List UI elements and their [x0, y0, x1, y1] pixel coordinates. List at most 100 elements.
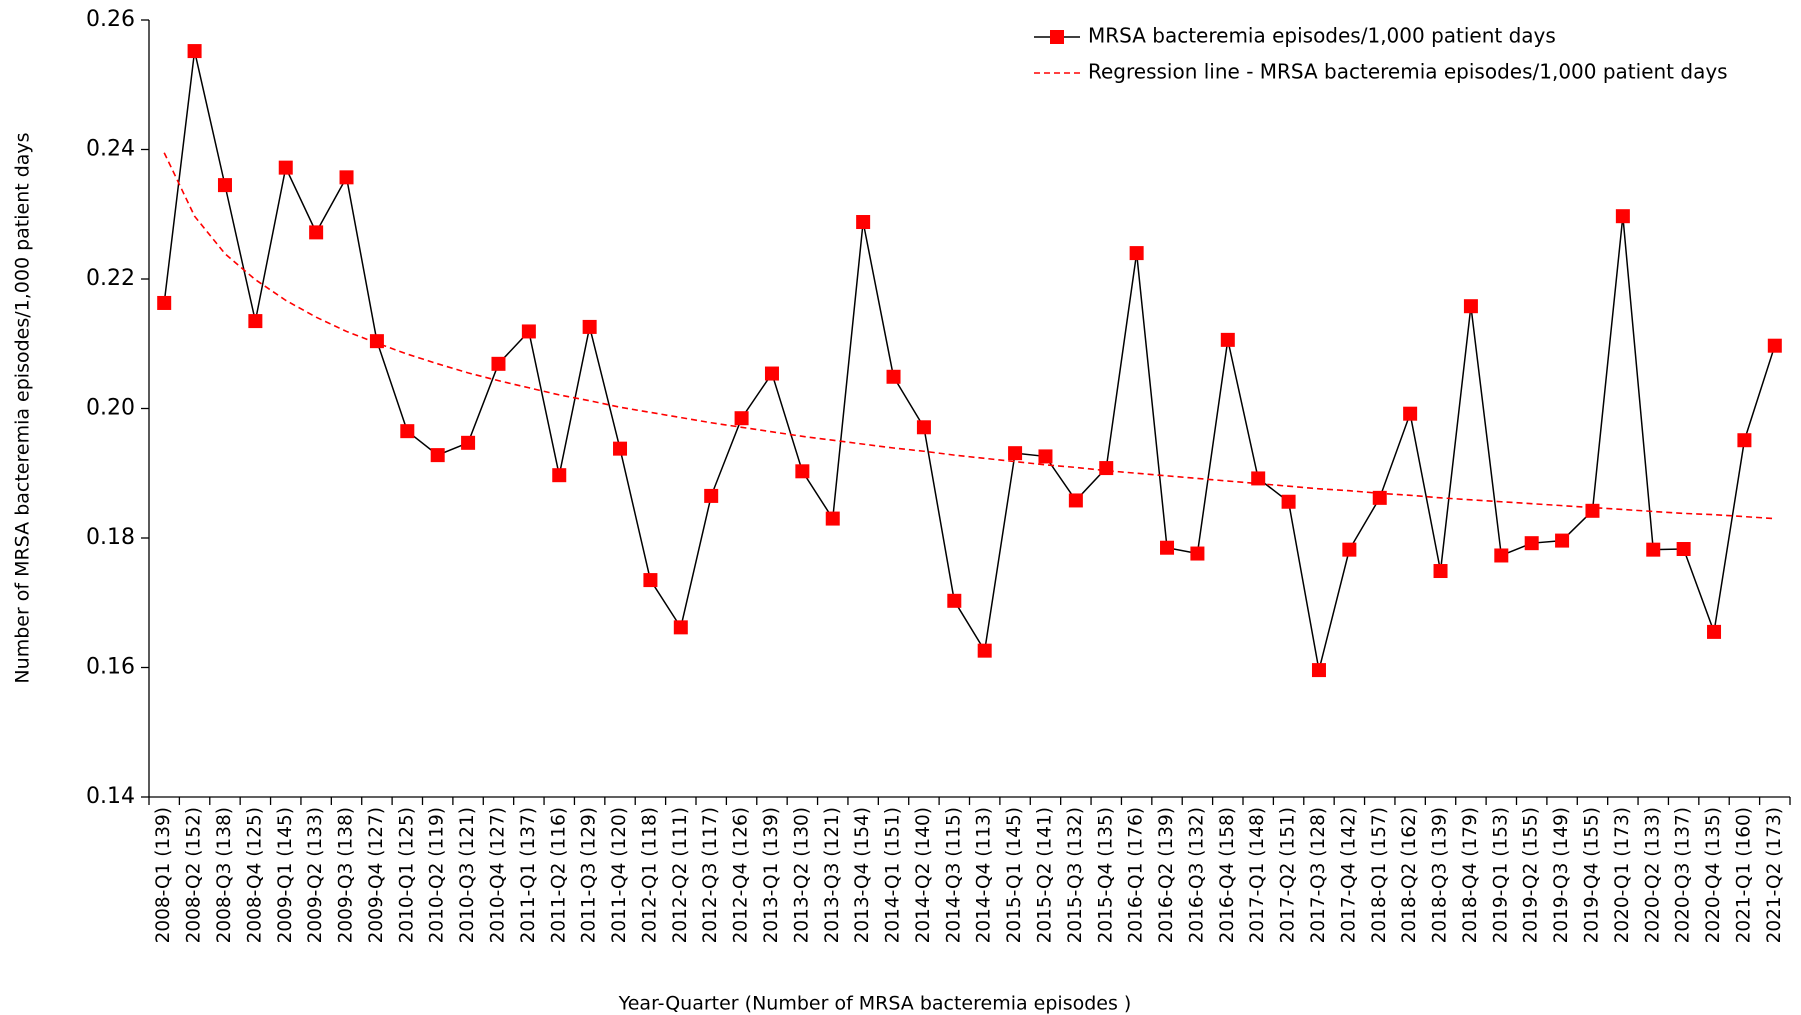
point [400, 424, 415, 439]
point [1342, 542, 1357, 557]
point [886, 369, 901, 384]
point [1555, 533, 1570, 548]
x-tick-label: 2012-Q4 (126) [731, 807, 752, 943]
point [1160, 540, 1175, 555]
x-tick-label: 2021-Q1 (160) [1733, 807, 1754, 943]
x-tick-label: 2017-Q2 (151) [1278, 807, 1299, 943]
x-axis-label: Year-Quarter (Number of MRSA bacteremia … [618, 993, 1132, 1015]
point [1068, 493, 1083, 508]
point [278, 160, 293, 175]
point [1099, 461, 1114, 476]
x-tick-label: 2010-Q3 (121) [457, 807, 478, 943]
x-tick-label: 2008-Q2 (152) [184, 807, 205, 943]
point [1311, 663, 1326, 678]
x-tick-label: 2020-Q3 (137) [1673, 807, 1694, 943]
y-axis-label: Number of MRSA bacteremia episodes/1,000… [12, 132, 34, 683]
point [1494, 548, 1509, 563]
point [1190, 546, 1205, 561]
point [734, 411, 749, 426]
x-tick-label: 2016-Q2 (139) [1156, 807, 1177, 943]
y-tick-label: 0.24 [86, 137, 135, 162]
x-tick-label: 2013-Q4 (154) [852, 807, 873, 943]
x-tick-label: 2020-Q1 (173) [1612, 807, 1633, 943]
point [1737, 433, 1752, 448]
x-tick-label: 2012-Q1 (118) [639, 807, 660, 943]
point [764, 366, 779, 381]
x-tick-label: 2020-Q2 (133) [1642, 807, 1663, 943]
x-tick-label: 2014-Q2 (140) [913, 807, 934, 943]
point [947, 593, 962, 608]
x-tick-label: 2011-Q1 (137) [518, 807, 539, 943]
point [1707, 624, 1722, 639]
point [1646, 542, 1661, 557]
y-tick-label: 0.22 [86, 266, 135, 291]
point [1281, 494, 1296, 509]
point [1433, 564, 1448, 579]
x-tick-label: 2013-Q2 (130) [791, 807, 812, 943]
point [582, 319, 597, 334]
x-tick-label: 2011-Q3 (129) [579, 807, 600, 943]
x-tick-label: 2009-Q1 (145) [275, 807, 296, 943]
x-tick-label: 2016-Q1 (176) [1126, 807, 1147, 943]
x-tick-label: 2008-Q3 (138) [214, 807, 235, 943]
x-tick-label: 2018-Q1 (157) [1369, 807, 1390, 943]
point [1220, 332, 1235, 347]
point [1038, 449, 1053, 464]
x-tick-label: 2012-Q3 (117) [700, 807, 721, 943]
x-tick-label: 2019-Q4 (155) [1581, 807, 1602, 943]
point [521, 324, 536, 339]
point [552, 468, 567, 483]
point [339, 170, 354, 185]
x-tick-label: 2009-Q2 (133) [305, 807, 326, 943]
point [1251, 471, 1266, 486]
x-tick-label: 2014-Q4 (113) [974, 807, 995, 943]
point [1615, 209, 1630, 224]
point [1129, 246, 1144, 261]
x-tick-label: 2013-Q3 (121) [822, 807, 843, 943]
x-tick-label: 2015-Q1 (145) [1004, 807, 1025, 943]
x-tick-label: 2017-Q3 (128) [1308, 807, 1329, 943]
x-tick-label: 2014-Q1 (151) [883, 807, 904, 943]
y-tick-label: 0.16 [86, 655, 135, 680]
point [157, 295, 172, 310]
x-tick-label: 2018-Q3 (139) [1430, 807, 1451, 943]
legend-marker [1050, 30, 1064, 44]
x-tick-label: 2021-Q2 (173) [1764, 807, 1785, 943]
x-tick-label: 2015-Q3 (132) [1065, 807, 1086, 943]
point [309, 225, 324, 240]
x-tick-label: 2019-Q1 (153) [1490, 807, 1511, 943]
point [643, 573, 658, 588]
point [704, 488, 719, 503]
point [248, 314, 263, 329]
x-tick-label: 2010-Q2 (119) [427, 807, 448, 943]
point [1403, 406, 1418, 421]
point [673, 620, 688, 635]
point [1372, 490, 1387, 505]
x-tick-label: 2018-Q2 (162) [1399, 807, 1420, 943]
x-tick-label: 2019-Q2 (155) [1521, 807, 1542, 943]
point [187, 44, 202, 59]
point [1463, 299, 1478, 314]
x-tick-label: 2016-Q4 (158) [1217, 807, 1238, 943]
x-tick-label: 2011-Q4 (120) [609, 807, 630, 943]
point [856, 215, 871, 230]
series-line [163, 50, 1776, 671]
point [1767, 338, 1782, 353]
x-tick-label: 2013-Q1 (139) [761, 807, 782, 943]
x-tick-label: 2015-Q2 (141) [1034, 807, 1055, 943]
regression-line [163, 152, 1775, 520]
point [461, 435, 476, 450]
point [491, 356, 506, 371]
x-tick-label: 2015-Q4 (135) [1095, 807, 1116, 943]
point [430, 448, 445, 463]
point [1008, 446, 1023, 461]
y-tick-label: 0.20 [86, 396, 135, 421]
point [1676, 542, 1691, 557]
x-tick-label: 2019-Q3 (149) [1551, 807, 1572, 943]
x-tick-label: 2008-Q1 (139) [153, 807, 174, 943]
x-tick-label: 2020-Q4 (135) [1703, 807, 1724, 943]
x-tick-label: 2016-Q3 (132) [1186, 807, 1207, 943]
x-tick-label: 2009-Q4 (127) [366, 807, 387, 943]
point [916, 420, 931, 435]
